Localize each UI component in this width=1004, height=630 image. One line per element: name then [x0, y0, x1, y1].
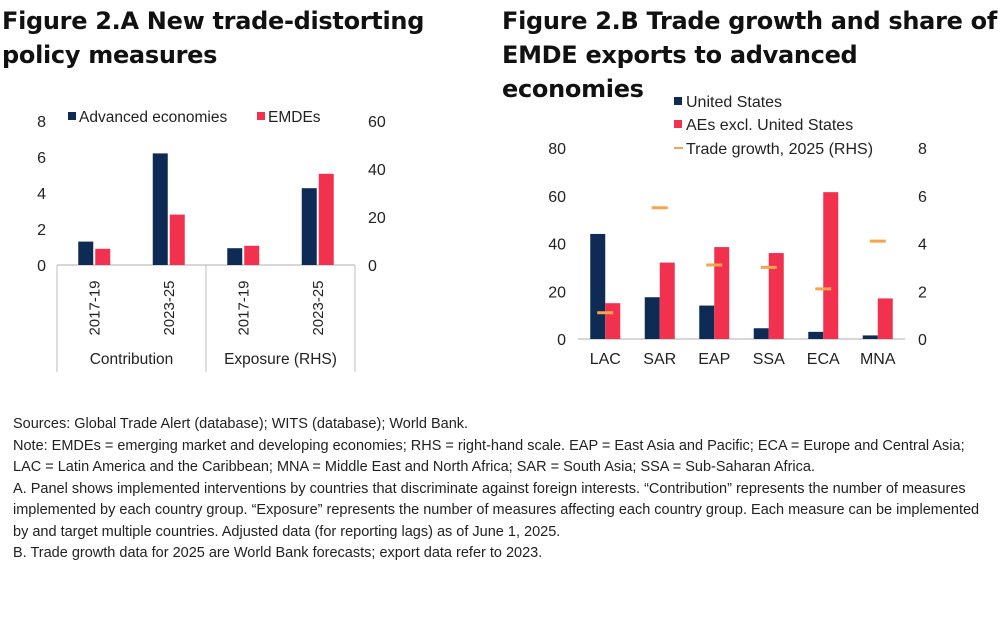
bar-aes-excl-united-states [659, 262, 675, 339]
legend-swatch-aes-excl-united-states [674, 120, 682, 128]
right-axis-tick-label: 0 [918, 332, 927, 349]
left-axis-tick-label: 8 [37, 114, 46, 131]
bar-aes-excl-united-states [823, 192, 839, 339]
x-tick-label: SSA [753, 351, 785, 368]
bar-advanced-economies [227, 248, 243, 265]
bar-emdes [169, 214, 185, 265]
panel-a-note: A. Panel shows implemented interventions… [13, 480, 980, 540]
sources-note: Sources: Global Trade Alert (database); … [13, 416, 469, 432]
bar-advanced-economies [78, 241, 94, 265]
legend-label: EMDEs [268, 109, 321, 126]
bar-aes-excl-united-states [714, 247, 730, 339]
x-tick-label: MNA [860, 351, 896, 368]
legend-label: AEs excl. United States [686, 117, 853, 134]
right-axis-tick-label: 4 [918, 237, 927, 254]
x-tick-label: 2017-19 [235, 280, 252, 335]
left-axis-tick-label: 2 [37, 222, 46, 239]
bar-emdes [318, 173, 334, 265]
bar-united-states [699, 305, 715, 339]
bar-emdes [95, 248, 111, 265]
left-axis-tick-label: 0 [37, 258, 46, 275]
legend-label: Advanced economies [79, 109, 227, 126]
bar-united-states [590, 233, 606, 339]
bar-aes-excl-united-states [605, 303, 621, 339]
bar-united-states [862, 335, 878, 339]
bar-united-states [753, 328, 769, 339]
bar-united-states [808, 331, 824, 339]
left-axis-tick-label: 80 [548, 141, 566, 158]
left-axis-tick-label: 4 [37, 186, 46, 203]
left-axis-tick-label: 20 [548, 284, 566, 301]
bar-advanced-economies [301, 188, 317, 265]
right-axis-tick-label: 8 [918, 141, 927, 158]
legend-swatch-advanced-economies [68, 112, 76, 120]
bar-advanced-economies [152, 153, 168, 265]
right-axis-tick-label: 0 [368, 258, 377, 275]
x-tick-label: ECA [807, 351, 840, 368]
right-axis-tick-label: 40 [368, 162, 386, 179]
abbreviation-note: Note: EMDEs = emerging market and develo… [13, 437, 965, 476]
x-tick-label: LAC [590, 351, 621, 368]
chart-notes: Sources: Global Trade Alert (database); … [13, 414, 993, 565]
legend-swatch-emdes [257, 112, 265, 120]
right-axis-tick-label: 2 [918, 284, 927, 301]
bar-aes-excl-united-states [877, 298, 893, 339]
right-axis-tick-label: 20 [368, 210, 386, 227]
bar-emdes [244, 245, 260, 265]
bar-aes-excl-united-states [768, 253, 784, 339]
left-axis-tick-label: 0 [557, 332, 566, 349]
x-tick-label: 2023-25 [161, 280, 178, 335]
right-axis-tick-label: 6 [918, 189, 927, 206]
legend-label: Trade growth, 2025 (RHS) [686, 141, 873, 158]
x-tick-label: 2023-25 [310, 280, 327, 335]
panel-b-note: B. Trade growth data for 2025 are World … [13, 545, 543, 561]
legend-swatch-united-states [674, 97, 682, 105]
right-axis-tick-label: 60 [368, 114, 386, 131]
figure-2a-title: Figure 2.A New trade-distorting policy m… [2, 7, 425, 69]
left-axis-tick-label: 60 [548, 189, 566, 206]
legend-label: United States [686, 94, 782, 111]
x-tick-label: EAP [698, 351, 730, 368]
group-label: Contribution [90, 351, 174, 368]
figure-2b-title: Figure 2.B Trade growth and share of EMD… [502, 7, 997, 103]
x-tick-label: SAR [643, 351, 676, 368]
group-label: Exposure (RHS) [224, 351, 337, 368]
left-axis-tick-label: 40 [548, 237, 566, 254]
left-axis-tick-label: 6 [37, 150, 46, 167]
bar-united-states [644, 297, 660, 339]
x-tick-label: 2017-19 [86, 280, 103, 335]
